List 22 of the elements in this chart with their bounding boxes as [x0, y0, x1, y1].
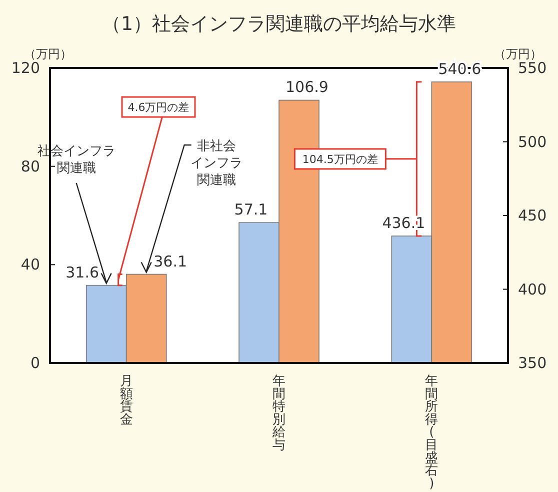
y-tick-label: 40	[20, 256, 40, 274]
x-tick-label: 年間特別給与	[272, 374, 286, 453]
y-tick-label: 120	[11, 59, 40, 77]
data-label: 31.6	[66, 263, 100, 282]
data-label: 36.1	[154, 252, 188, 270]
annotation: 104.5万円の差	[302, 152, 378, 166]
text: 非社会インフラ関連職	[190, 139, 242, 188]
x-tick-label: 月額賃金	[120, 374, 133, 428]
y-axis-title: （万円）	[24, 47, 72, 61]
y-tick-label: 0	[30, 354, 40, 372]
chart-title: （1）社会インフラ関連職の平均給与水準	[102, 13, 456, 35]
y2-tick-label: 400	[518, 280, 547, 298]
y2-tick-label: 350	[518, 354, 547, 372]
annotation: 4.6万円の差	[128, 101, 190, 114]
y2-tick-label: 450	[518, 206, 547, 224]
data-label: 106.9	[286, 78, 328, 96]
data-label: 57.1	[234, 200, 268, 219]
y2-axis-title: （万円）	[494, 47, 542, 61]
y2-tick-label: 550	[518, 59, 547, 77]
y2-tick-label: 500	[518, 132, 547, 151]
y-tick-label: 80	[20, 157, 40, 176]
category-label: 年間所得(目盛右)	[425, 374, 438, 492]
